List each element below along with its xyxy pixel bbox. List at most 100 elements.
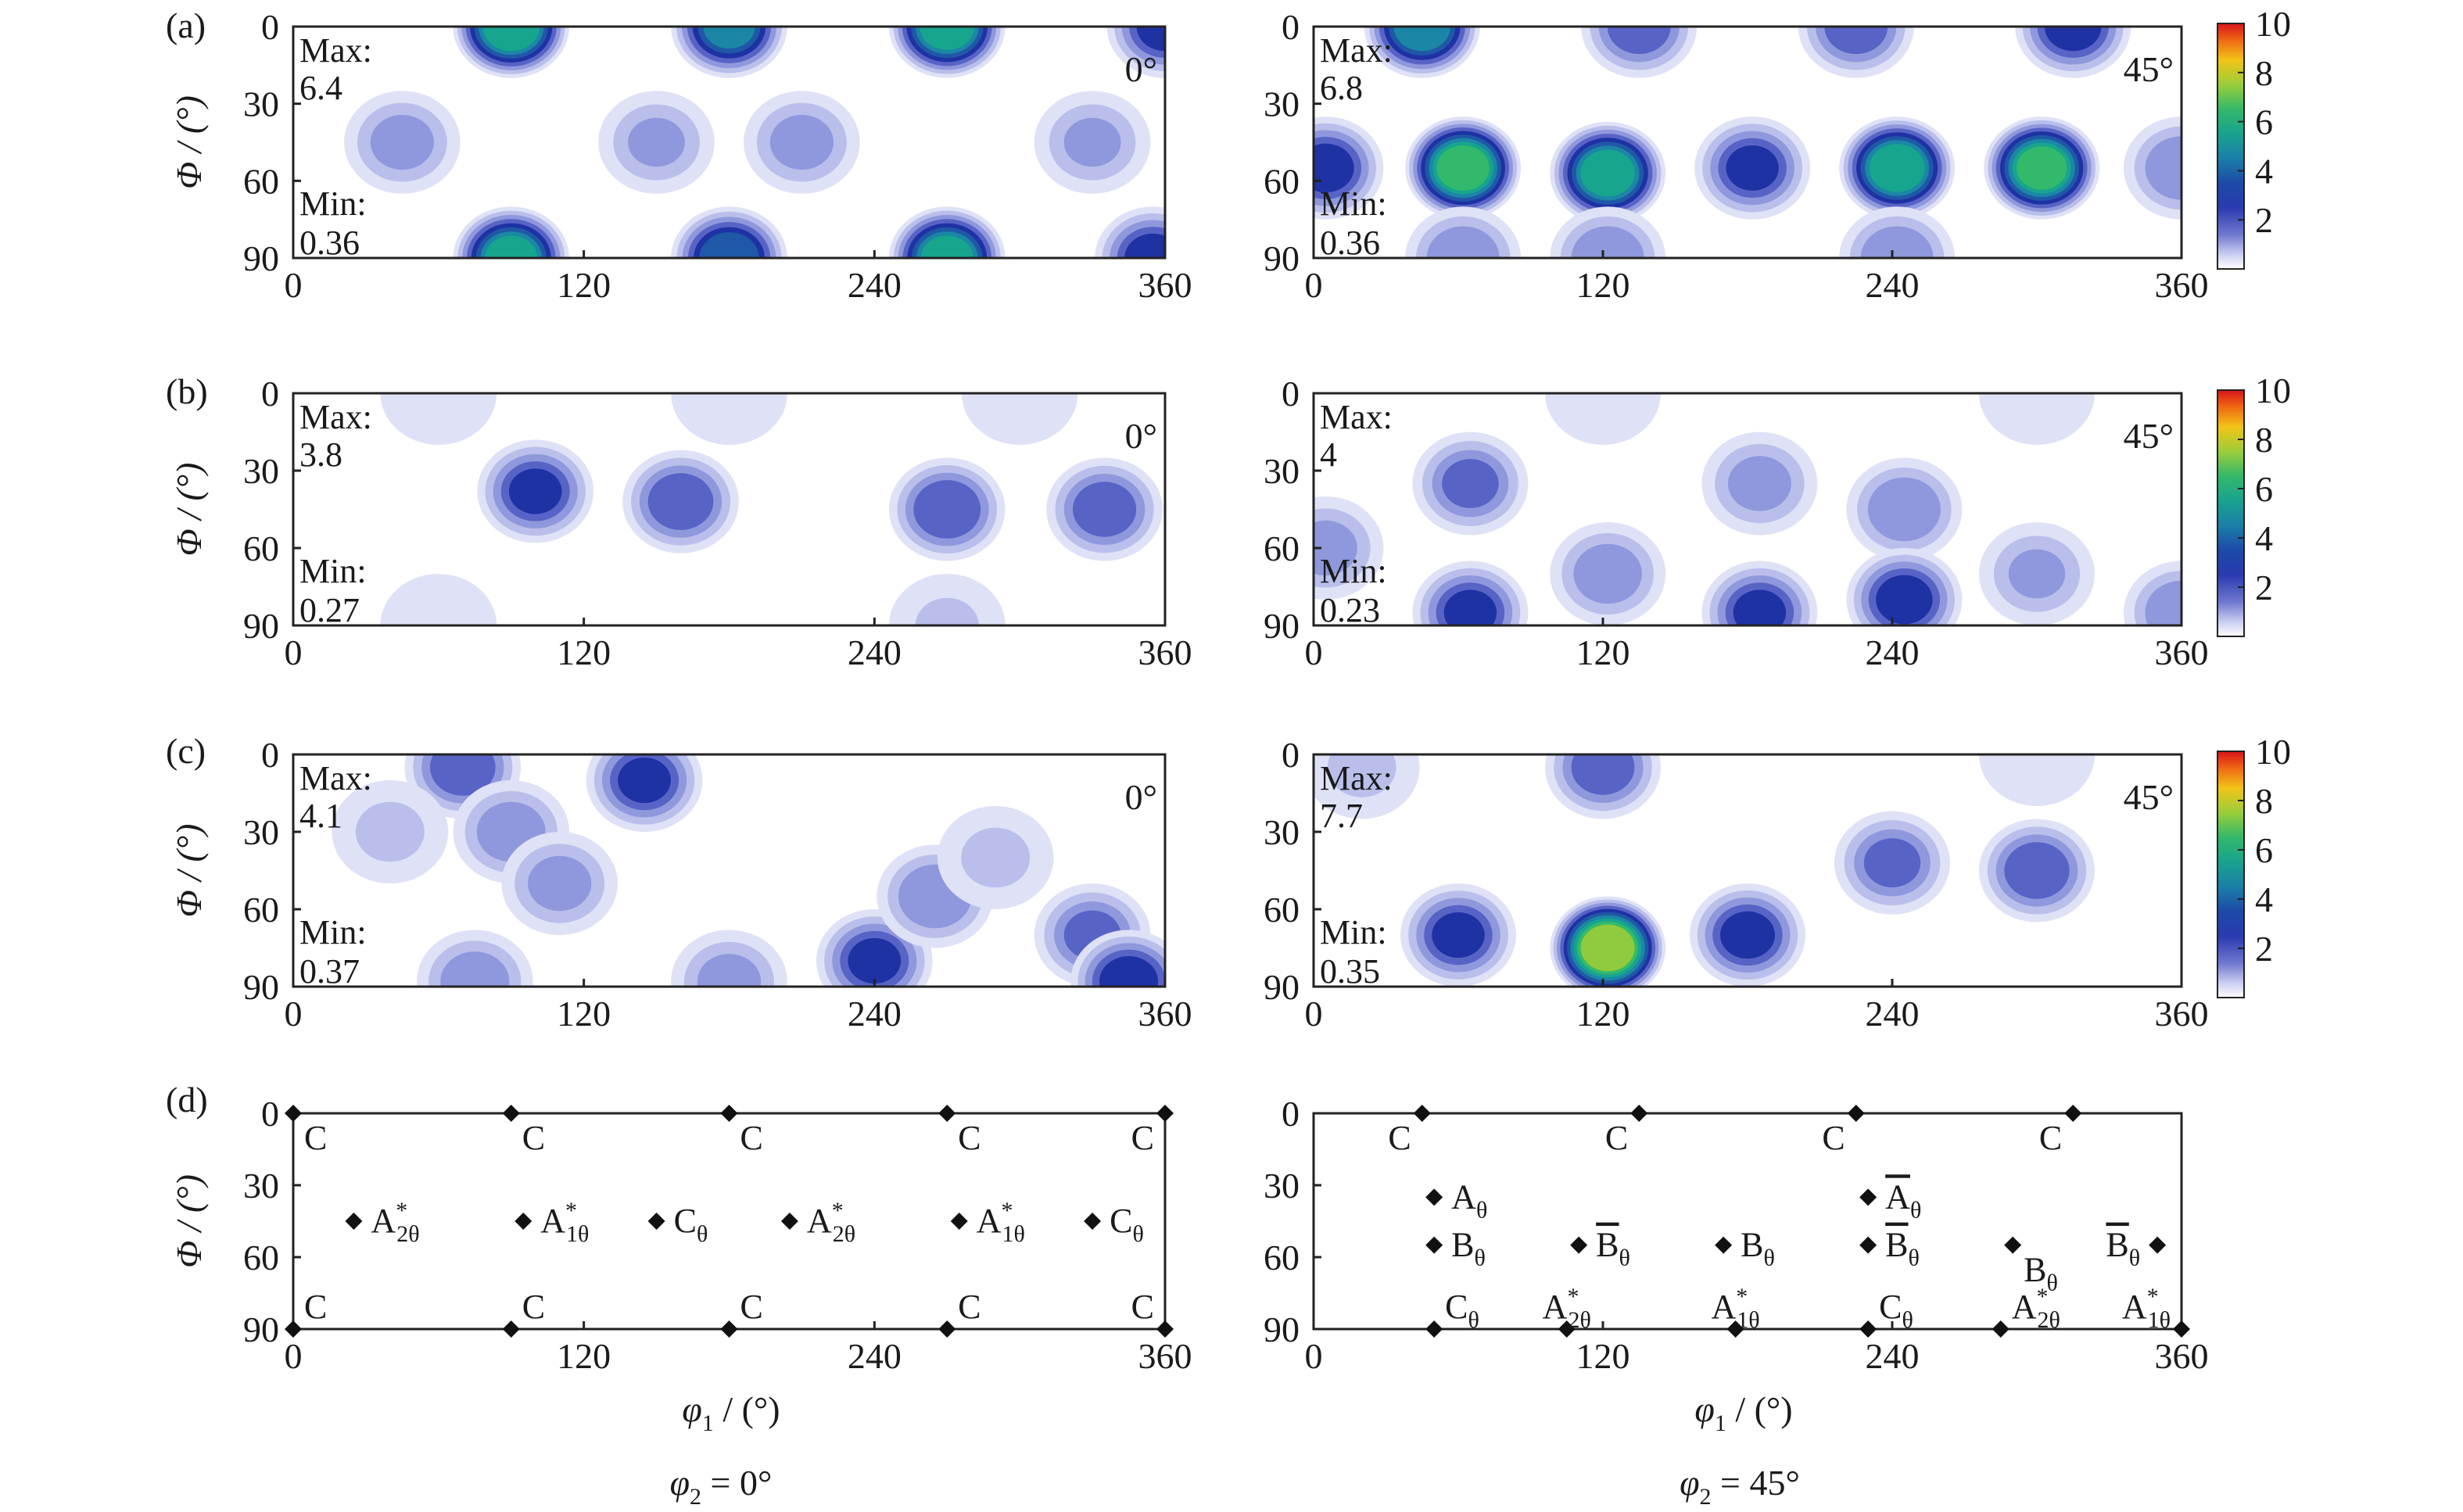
marker-panel-right-marker-label: Cθ — [1879, 1288, 1913, 1333]
marker-panel-left-y-axis-label: Φ / (°) — [169, 1174, 209, 1268]
heatmap-1-1-peak-9-level — [2145, 580, 2182, 625]
marker-panel-right-marker-5 — [1859, 1188, 1877, 1206]
heatmap-0-1-peak-11-level — [1426, 226, 1500, 258]
marker-panel-right-xtick-label: 360 — [2155, 1336, 2209, 1376]
heatmap-2-1-peak-2-level — [1719, 911, 1776, 959]
heatmap-0-0-xtick-label: 0 — [285, 265, 303, 305]
heatmap-1-1-phi2-label: 45° — [2124, 416, 2174, 456]
marker-panel-left-marker-5 — [285, 1320, 302, 1338]
heatmap-1-0-peak-7-level — [380, 574, 497, 625]
heatmap-0-1-peak-8-level — [2016, 146, 2067, 190]
colorbar-2-tick-label: 4 — [2255, 880, 2273, 919]
heatmap-0-0-ytick-label: 90 — [243, 238, 279, 278]
heatmap-0-0-frame — [292, 25, 1167, 260]
marker-panel-left-marker-label: Cθ — [674, 1202, 708, 1247]
heatmap-1-1: 0 120 240 360 0 30 60 90 Max:4 Min:0.23 45° — [1264, 374, 2209, 672]
heatmap-2-0-min-label: Min: — [299, 913, 367, 951]
x-axis-label-left: φ1 / (°) — [682, 1389, 780, 1436]
heatmap-1-0-peak-6-level — [961, 393, 1078, 445]
colorbar-1-tick-label: 10 — [2255, 371, 2291, 410]
heatmap-0-1-max-label: Max: — [1320, 31, 1393, 70]
heatmap-0-0-xtick-label: 240 — [848, 265, 902, 305]
marker-panel-left-marker-9 — [1156, 1320, 1174, 1338]
heatmap-0-0-contours — [344, 27, 1165, 258]
marker-panel-left-marker-10 — [345, 1213, 363, 1230]
heatmap-1-0-xtick-label: 360 — [1138, 632, 1192, 672]
marker-panel-right-marker-label: Cθ — [1445, 1288, 1479, 1333]
heatmap-2-1-max-value: 7.7 — [1320, 797, 1363, 835]
heatmap-0-1-xtick-label: 120 — [1576, 265, 1630, 305]
heatmap-2-1-xtick-label: 360 — [2155, 994, 2209, 1034]
heatmap-1-1-peak-3-level — [1573, 543, 1642, 604]
heatmap-0-0-xtick-label: 120 — [557, 265, 611, 305]
marker-panel-left-marker-2 — [720, 1105, 738, 1122]
heatmap-0-1-peak-7-level — [1869, 144, 1925, 192]
marker-panel-left-marker-label: C — [958, 1288, 981, 1326]
heatmap-0-0-ytick-label: 30 — [243, 84, 279, 124]
marker-panel-right-xtick-label: 120 — [1576, 1336, 1630, 1376]
marker-panel-right-marker-label: A* 2θ — [2012, 1284, 2060, 1333]
heatmap-2-1-xtick-label: 240 — [1866, 994, 1920, 1034]
marker-panel-left-marker-label: C — [958, 1119, 981, 1157]
heatmap-2-1-ytick-label: 30 — [1264, 812, 1300, 852]
heatmap-0-1-ytick-label: 90 — [1264, 238, 1300, 278]
heatmap-2-0-xtick-label: 360 — [1138, 994, 1192, 1034]
colorbar-2-tick-label: 6 — [2255, 830, 2273, 870]
heatmap-1-0-xtick-label: 120 — [557, 632, 611, 672]
marker-panel-left-marker-label: C — [522, 1288, 545, 1326]
heatmap-1-0-ytick-label: 30 — [243, 451, 279, 491]
heatmap-0-0-xtick-label: 360 — [1138, 265, 1192, 305]
marker-panel-left-xtick-label: 120 — [557, 1336, 611, 1376]
heatmap-1-0-ytick-label: 60 — [243, 528, 279, 568]
marker-panel-left-ytick-label: 60 — [243, 1238, 279, 1277]
heatmap-2-1-peak-6-level — [1327, 754, 1396, 797]
heatmap-0-1-peak-3-level — [2045, 27, 2102, 52]
heatmap-1-1-ytick-label: 0 — [1282, 374, 1300, 414]
marker-panel-left-marker-15 — [1084, 1213, 1102, 1230]
marker-panel-right-marker-3 — [2064, 1105, 2082, 1122]
marker-panel-left-marker-label: C — [304, 1119, 327, 1157]
heatmap-1-0-peak-4-level — [380, 393, 497, 445]
heatmap-2-0-max-label: Max: — [299, 759, 372, 797]
heatmap-0-0-peak-3-level — [1136, 27, 1165, 52]
marker-panel-left-marker-label: C — [522, 1119, 545, 1157]
heatmap-1-0-peak-0-level — [508, 468, 562, 514]
panel-label-a: (a) — [166, 5, 206, 45]
marker-panel-right-marker-label: A* 1θ — [2122, 1284, 2171, 1333]
colorbar-1-gradient — [2217, 389, 2245, 637]
heatmap-1-0-max-value: 3.8 — [299, 435, 342, 474]
colorbars: 10 8 6 4 2 10 8 6 4 2 10 8 6 4 2 — [2217, 4, 2291, 998]
heatmap-0-0-max-value: 6.4 — [299, 69, 342, 107]
heatmap-1-0-peak-5-level — [671, 393, 787, 445]
heatmap-0-1-xtick-label: 0 — [1305, 265, 1323, 305]
marker-panel-right-marker-label: A* 2θ — [1543, 1284, 1591, 1333]
heatmap-0-1-peak-0-level — [1393, 27, 1450, 52]
marker-panel-right-xtick-label: 240 — [1866, 1336, 1920, 1376]
heatmap-0-1-peak-9-level — [1314, 143, 1354, 193]
heatmap-1-1-min-label: Min: — [1320, 552, 1387, 590]
marker-panel-left-marker-7 — [720, 1320, 738, 1338]
panel-label-b: (b) — [166, 371, 208, 411]
heatmap-0-0-max-label: Max: — [299, 31, 372, 70]
heatmap-1-0-frame — [292, 392, 1167, 627]
heatmap-0-1-peak-5-level — [1580, 149, 1635, 197]
colorbar-1-tick-label: 8 — [2255, 420, 2273, 460]
heatmap-2-1-xtick-label: 0 — [1305, 994, 1323, 1034]
marker-panel-left-marker-4 — [1156, 1105, 1174, 1122]
marker-panel-right-ytick-label: 30 — [1264, 1166, 1300, 1206]
marker-panel-left-marker-label: A* 1θ — [977, 1198, 1025, 1247]
heatmap-0-1-ytick-label: 60 — [1264, 161, 1300, 201]
heatmap-1-1-peak-2-level — [1867, 477, 1941, 542]
heatmap-1-0-phi2-label: 0° — [1125, 416, 1157, 456]
heatmap-0-0-peak-2-level — [920, 27, 975, 50]
heatmap-1-1-peak-1-level — [1727, 456, 1791, 511]
heatmap-0-0-ytick-label: 0 — [261, 7, 279, 47]
heatmap-1-0-max-label: Max: — [299, 398, 372, 436]
heatmap-1-0-ytick-label: 90 — [243, 606, 279, 646]
heatmap-1-1-ytick-label: 60 — [1264, 528, 1300, 568]
marker-panel-right-marker-label: Bθ — [1596, 1226, 1630, 1271]
heatmap-2-1-ytick-label: 0 — [1282, 735, 1300, 775]
heatmap-0-0-y-axis-label: Φ / (°) — [169, 95, 209, 189]
heatmap-0-0-min-label: Min: — [299, 185, 367, 223]
heatmap-0-1-peak-13-level — [1860, 226, 1934, 258]
